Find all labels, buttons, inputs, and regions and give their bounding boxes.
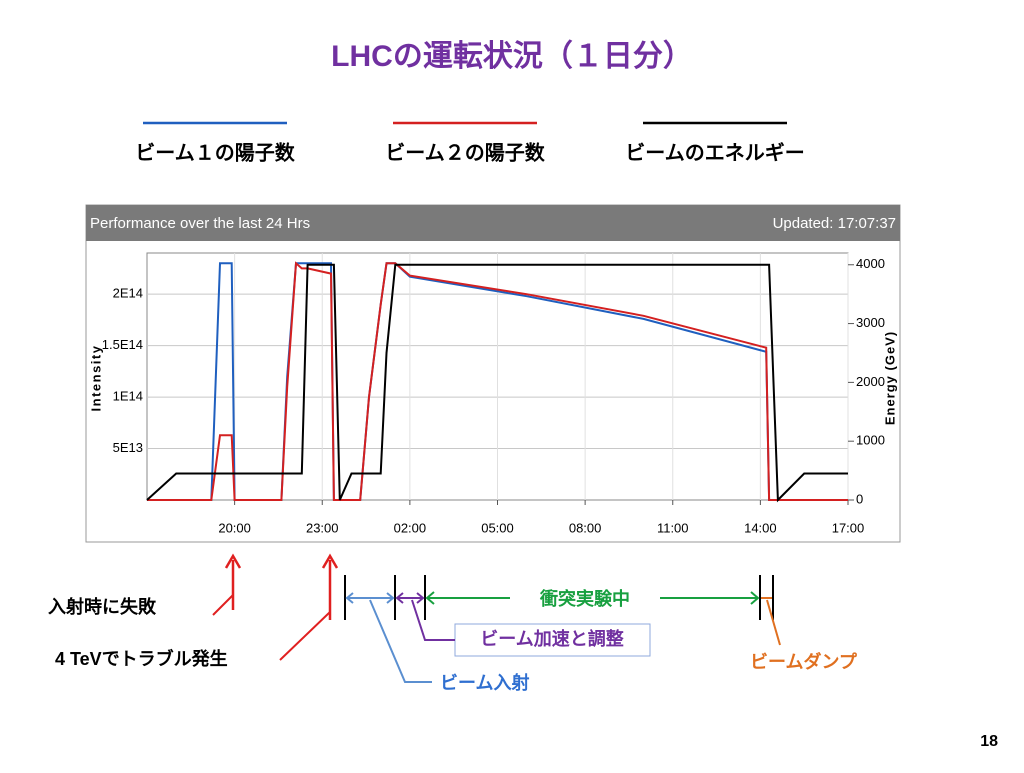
y-tick-label: 2E14	[113, 286, 143, 301]
legend-label: ビーム１の陽子数	[135, 140, 295, 164]
annotation: ビーム加速と調整	[480, 628, 623, 649]
y-tick-label: 1E14	[113, 389, 143, 404]
x-tick-label: 17:00	[832, 520, 865, 535]
chart-subtitle: Updated: 17:07:37	[773, 215, 896, 232]
arrow	[224, 553, 242, 610]
x-tick-label: 05:00	[481, 520, 514, 535]
chart-title: Performance over the last 24 Hrs	[90, 215, 310, 232]
x-tick-label: 20:00	[218, 520, 251, 535]
page-number: 18	[980, 733, 998, 750]
connector	[212, 594, 331, 661]
y-axis-title: Intensity	[88, 345, 103, 412]
span-arrow	[395, 592, 425, 604]
annotation: 衝突実験中	[539, 588, 630, 609]
span-arrow	[425, 591, 760, 605]
span-arrow	[345, 592, 395, 604]
y2-tick-label: 3000	[856, 315, 885, 330]
legend-label: ビームのエネルギー	[625, 141, 804, 164]
connector	[411, 599, 455, 641]
slide-title: LHCの運転状況（１日分）	[331, 39, 693, 73]
annotations: 入射時に失敗 4 TeVでトラブル発生 衝突実験中 ビーム加速と調整 ビーム入射…	[48, 553, 858, 693]
arrow	[321, 553, 339, 620]
annotation: ビームダンプ	[750, 651, 858, 672]
annotation: ビーム入射	[440, 672, 529, 693]
x-tick-label: 23:00	[306, 520, 339, 535]
y2-axis-title: Energy (GeV)	[882, 331, 897, 425]
x-tick-label: 08:00	[569, 520, 602, 535]
y2-tick-label: 4000	[856, 256, 885, 271]
x-tick-label: 11:00	[657, 520, 689, 535]
legend-label: ビーム２の陽子数	[385, 140, 545, 164]
connector	[369, 599, 432, 683]
series-line	[147, 261, 848, 501]
y2-tick-label: 2000	[856, 374, 885, 389]
x-tick-label: 02:00	[394, 520, 427, 535]
x-tick-label: 14:00	[744, 520, 777, 535]
series-line	[146, 263, 848, 503]
divider	[344, 575, 774, 620]
y-tick-label: 5E13	[113, 440, 143, 455]
y2-tick-label: 0	[856, 491, 863, 506]
connector	[766, 599, 781, 646]
annotation: 入射時に失敗	[48, 596, 157, 617]
annotation: 4 TeVでトラブル発生	[55, 648, 228, 669]
label-box	[454, 623, 651, 657]
y-tick-label: 1.5E14	[102, 337, 143, 352]
y2-tick-label: 1000	[856, 433, 885, 448]
chart-header	[86, 205, 900, 241]
